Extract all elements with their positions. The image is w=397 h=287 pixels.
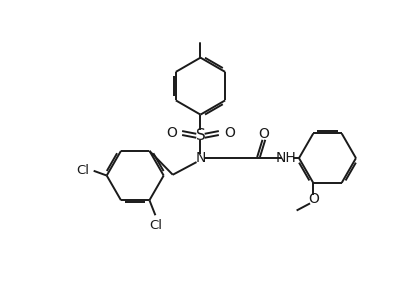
- Text: O: O: [258, 127, 269, 141]
- Text: O: O: [224, 126, 235, 140]
- Text: N: N: [195, 151, 206, 165]
- Text: NH: NH: [276, 151, 296, 165]
- Text: Cl: Cl: [77, 164, 90, 177]
- Text: O: O: [308, 192, 319, 206]
- Text: O: O: [166, 126, 177, 140]
- Text: Cl: Cl: [149, 219, 162, 232]
- Text: S: S: [196, 128, 205, 143]
